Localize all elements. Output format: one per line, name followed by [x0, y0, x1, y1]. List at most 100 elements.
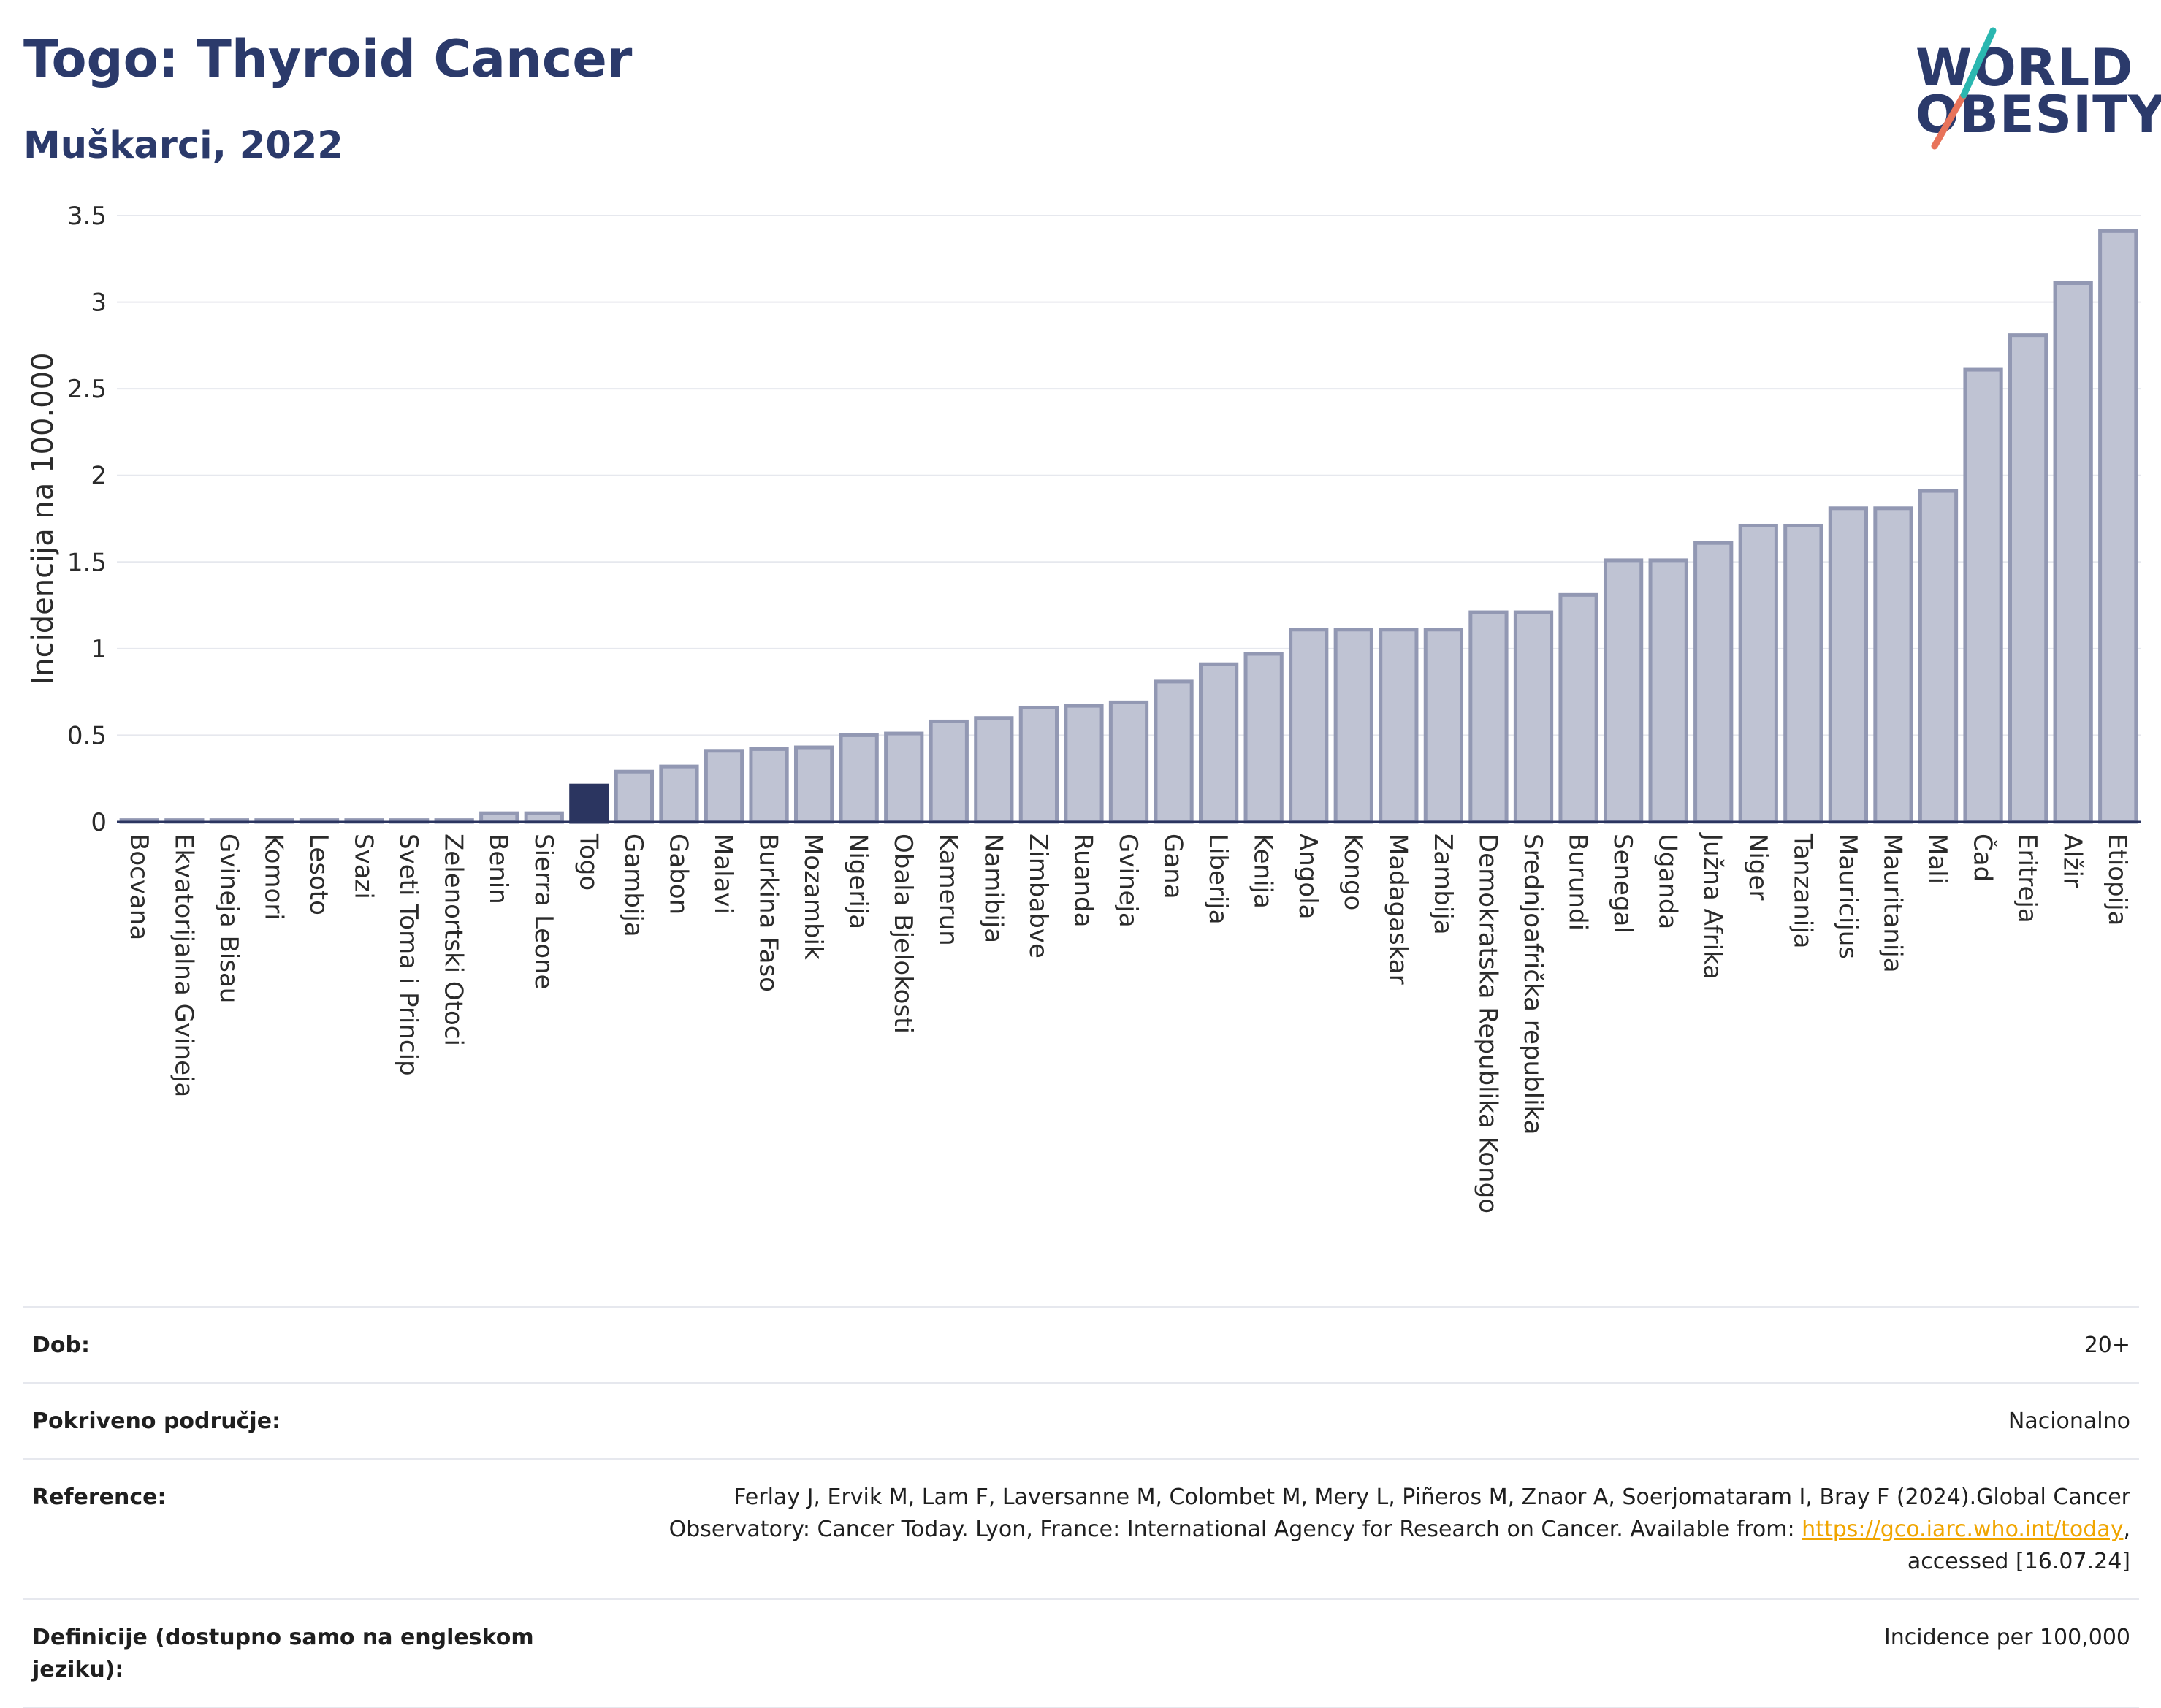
bar-sierra-leone: [524, 811, 564, 824]
bar-eritreja: [2008, 333, 2048, 824]
x-tick-label: Namibija: [978, 834, 1007, 943]
x-tick-label: Malavi: [709, 834, 738, 914]
x-tick-label: Mozambik: [799, 834, 828, 960]
bar-kamerun: [929, 719, 969, 824]
bar-liberija: [1198, 662, 1239, 824]
bar-zambija: [1423, 628, 1464, 824]
x-tick-label: Ekvatorijalna Gvineja: [169, 834, 198, 1097]
y-tick-label: 1.5: [67, 548, 107, 577]
x-tick-label: Burundi: [1563, 834, 1593, 931]
y-tick-label: 3: [91, 289, 107, 318]
x-tick-label: Komori: [259, 834, 288, 920]
coverage-value: Nacionalno: [2008, 1408, 2130, 1434]
y-tick-label: 0.5: [67, 721, 107, 750]
x-tick-label: Uganda: [1653, 834, 1682, 929]
coverage-label: Pokriveno područje:: [32, 1408, 281, 1434]
y-tick-label: 0: [91, 808, 107, 837]
bar-kenija: [1243, 652, 1284, 824]
bar-obala-bjelokosti: [884, 731, 924, 824]
bar-burkina-faso: [749, 747, 789, 824]
x-tick-label: Gabon: [663, 834, 693, 915]
bar-tanzanija: [1783, 523, 1823, 824]
x-tick-label: Gvineja Bisau: [214, 834, 243, 1003]
bar-uganda: [1648, 558, 1688, 824]
reference-link[interactable]: https://gco.iarc.who.int/today: [1802, 1517, 2124, 1542]
x-tick-label: Čad: [1968, 834, 1998, 882]
x-tick-label: Svazi: [349, 834, 378, 899]
reference-label: Reference:: [32, 1484, 167, 1510]
x-tick-label: Ruanda: [1068, 834, 1097, 927]
bar-malavi: [704, 749, 744, 824]
info-row-reference: Reference: Ferlay J, Ervik M, Lam F, Lav…: [23, 1458, 2139, 1598]
x-tick-label: Niger: [1743, 834, 1772, 900]
bar-kongo: [1333, 628, 1373, 824]
bar-chart: 0 0.5 1 1.5 2 2.5 3 3.5 Incidencija na 100.000 Bo…: [26, 202, 2141, 1213]
bar-burundi: [1558, 592, 1598, 824]
x-tick-label: Liberija: [1203, 834, 1232, 925]
y-axis-title: Incidencija na 100.000: [26, 352, 60, 685]
x-tick-label: Srednjoafrička republika: [1518, 834, 1547, 1135]
bar-mauritanija: [1873, 506, 1913, 824]
x-tick-label: Sveti Toma i Princip: [394, 834, 423, 1076]
y-tick-label: 2: [91, 462, 107, 491]
info-table: Dob: 20+ Pokriveno područje: Nacionalno …: [23, 1306, 2139, 1708]
bar-alžir: [2053, 281, 2093, 824]
x-tick-label: Južna Afrika: [1698, 832, 1727, 980]
reference-text-4: accessed [16.07.24]: [1907, 1549, 2130, 1574]
info-row-age: Dob: 20+: [23, 1306, 2139, 1382]
x-tick-label: Kenija: [1249, 834, 1278, 909]
bar-etiopija: [2098, 229, 2138, 824]
logo-slash-icon: [1931, 27, 1997, 150]
bar-mali: [1918, 489, 1959, 824]
bar-gana: [1154, 679, 1194, 824]
x-tick-label: Mali: [1923, 834, 1952, 884]
bar-togo: [569, 783, 609, 824]
x-tick-label: Togo: [573, 833, 603, 891]
definition-label: Definicije (dostupno samo na engleskom j…: [32, 1625, 534, 1682]
reference-value: Ferlay J, Ervik M, Lam F, Laversanne M, …: [669, 1482, 2130, 1578]
chart-title: Togo: Thyroid Cancer: [23, 29, 633, 89]
logo-text-obesity: OBESITY: [1916, 85, 2161, 145]
bar-madagaskar: [1379, 628, 1419, 824]
x-tick-label: Zelenortski Otoci: [439, 834, 468, 1046]
bar-čad: [1963, 367, 2003, 824]
definition-value: Incidence per 100,000: [1883, 1625, 2130, 1650]
x-tick-label: Gana: [1159, 834, 1188, 899]
x-tick-label: Lesoto: [304, 834, 333, 915]
bars: [119, 229, 2138, 824]
chart-subtitle: Muškarci, 2022: [23, 124, 343, 167]
y-tick-label: 2.5: [67, 375, 107, 404]
reference-text-3: ,: [2123, 1517, 2130, 1542]
x-tick-label: Zambija: [1428, 834, 1457, 935]
bar-mauricijus: [1828, 506, 1869, 824]
x-tick-label: Alžir: [2058, 834, 2087, 888]
y-tick-label: 3.5: [67, 202, 107, 231]
info-row-coverage: Pokriveno područje: Nacionalno: [23, 1382, 2139, 1458]
bar-mozambik: [793, 745, 834, 824]
bar-gabon: [659, 764, 699, 824]
bar-angola: [1289, 628, 1329, 824]
bar-niger: [1738, 523, 1778, 824]
x-tick-label: Angola: [1293, 834, 1322, 919]
x-tick-label: Madagaskar: [1383, 834, 1412, 985]
reference-text-1: Ferlay J, Ervik M, Lam F, Laversanne M, …: [733, 1484, 2130, 1510]
bar-gvineja: [1108, 700, 1149, 824]
bar-benin: [479, 811, 519, 824]
x-tick-label: Gvineja: [1113, 834, 1143, 928]
age-label: Dob:: [32, 1333, 90, 1358]
bar-zimbabve: [1018, 705, 1059, 824]
info-row-definition: Definicije (dostupno samo na engleskom j…: [23, 1598, 2139, 1708]
bar-gambija: [614, 769, 655, 824]
x-tick-label: Demokratska Republika Kongo: [1473, 834, 1502, 1213]
x-tick-label: Kongo: [1338, 834, 1368, 910]
x-tick-label: Bocvana: [124, 834, 153, 940]
reference-text-2: Observatory: Cancer Today. Lyon, France:…: [668, 1517, 1802, 1542]
x-tick-label: Gambija: [619, 834, 648, 937]
world-obesity-logo: WORLD OBESITY: [1899, 22, 2161, 153]
bar-senegal: [1603, 558, 1644, 824]
bar-namibija: [974, 716, 1014, 824]
x-tick-label: Mauritanija: [1878, 834, 1907, 973]
logo-text-world: WORLD: [1916, 38, 2134, 98]
x-tick-label: Etiopija: [2103, 834, 2132, 926]
age-value: 20+: [2084, 1333, 2130, 1358]
